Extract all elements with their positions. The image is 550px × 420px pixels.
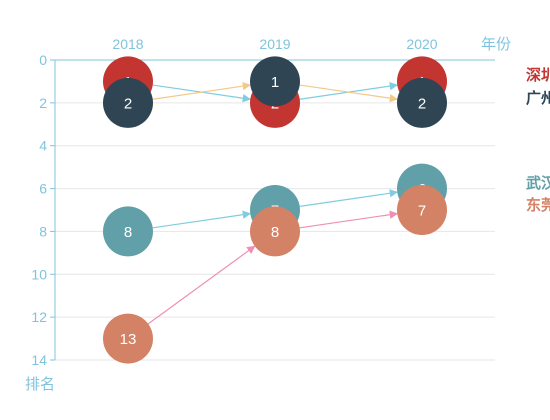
node-label: 7 (418, 203, 426, 220)
x-tick-label: 2019 (259, 36, 290, 52)
node-武汉-2018 (103, 206, 153, 257)
node-label: 8 (124, 224, 132, 241)
link-广州-1 (299, 84, 399, 103)
node-label: 2 (418, 95, 426, 112)
node-广州-2019 (250, 56, 300, 107)
x-tick-label: 2018 (112, 36, 143, 52)
link-广州-0 (152, 81, 252, 100)
y-tick-label: 2 (39, 95, 47, 111)
y-axis-label: 排名 (25, 376, 55, 393)
link-东莞-1 (299, 210, 399, 229)
node-label: 13 (120, 331, 137, 348)
node-东莞-2020 (397, 185, 447, 235)
node-广州-2018 (103, 77, 153, 128)
link-武汉-0 (152, 210, 252, 229)
node-label: 1 (271, 74, 279, 91)
x-tick-label: 2020 (406, 36, 437, 52)
legend-东莞: 东莞 (526, 196, 550, 214)
legend-广州: 广州 (526, 89, 550, 107)
y-tick-label: 6 (39, 181, 47, 197)
link-武汉-1 (299, 189, 399, 207)
node-label: 2 (124, 95, 132, 112)
y-tick-label: 14 (31, 352, 47, 368)
y-tick-label: 12 (31, 309, 47, 325)
y-tick-label: 8 (39, 223, 47, 239)
y-tick-label: 10 (31, 266, 47, 282)
y-tick-label: 0 (39, 52, 47, 68)
node-东莞-2019 (250, 206, 300, 257)
legend-武汉: 武汉 (526, 174, 550, 192)
node-东莞-2018 (103, 313, 153, 364)
x-axis-label: 年份 (481, 36, 511, 53)
legend-深圳: 深圳 (526, 66, 550, 84)
node-label: 8 (271, 224, 279, 241)
y-tick-label: 4 (39, 138, 47, 154)
link-东莞-0 (147, 245, 256, 325)
node-广州-2020 (397, 77, 447, 128)
